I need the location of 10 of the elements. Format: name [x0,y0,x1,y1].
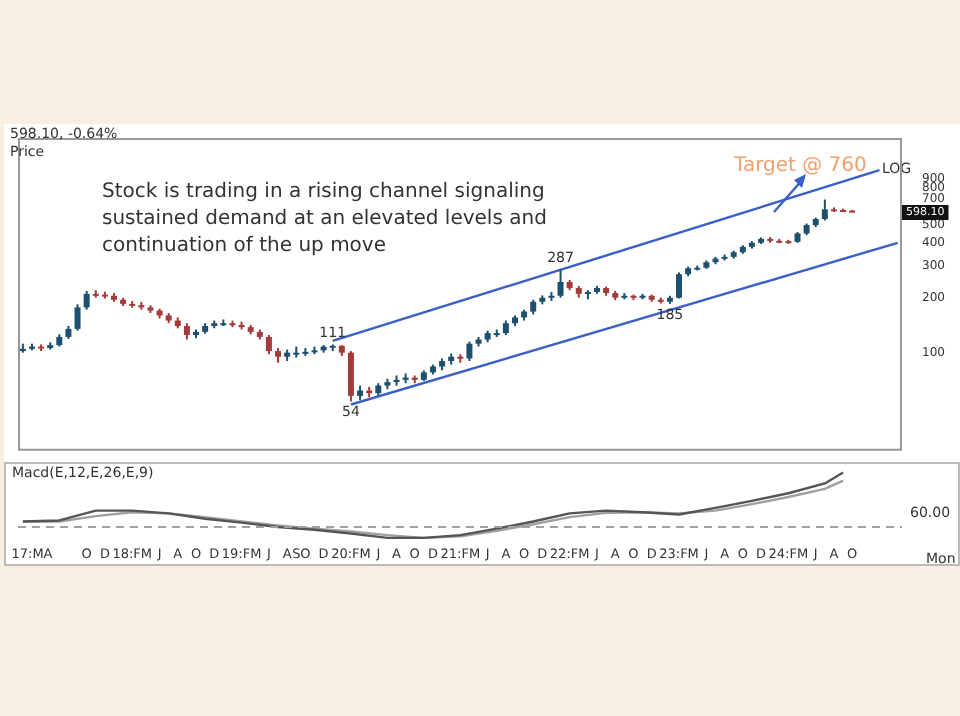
candlestick [83,289,90,311]
candlestick [821,198,828,222]
annotation: Target @ 760 [732,155,867,178]
candlestick [265,333,272,356]
candlestick [557,268,564,299]
candlestick [676,271,683,300]
candlestick [347,350,354,403]
candlestick [74,303,81,332]
annotation: Stock is trading in a rising channel signaling sustained demand at an elevated levels and continuation of the up move [102,181,547,258]
candlestick [466,340,473,363]
